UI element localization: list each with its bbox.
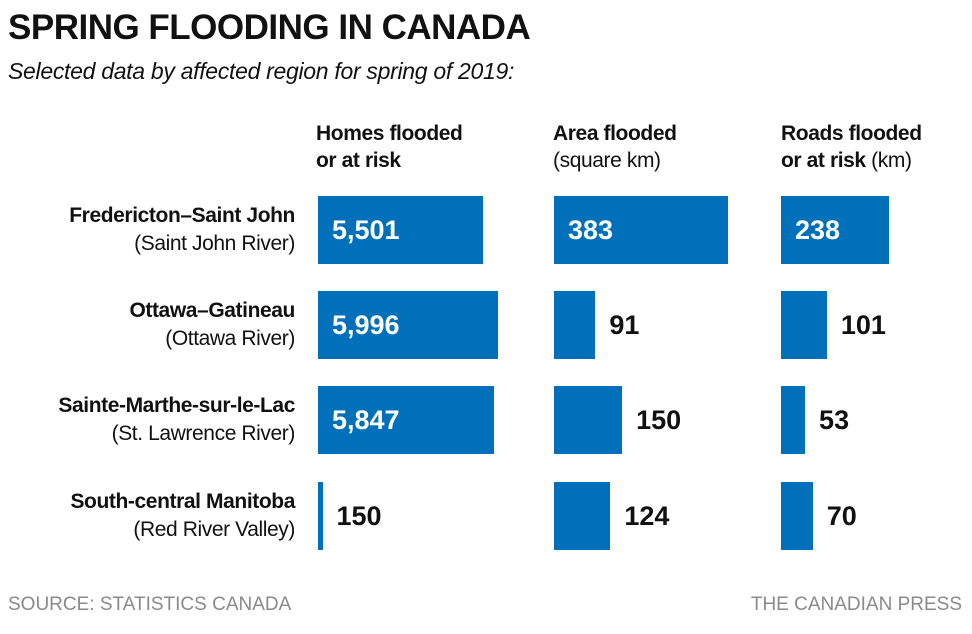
row-label: South-central Manitoba (Red River Valley): [70, 488, 295, 544]
bar: [554, 386, 623, 454]
column-header-homes: Homes flooded or at risk: [316, 120, 463, 174]
chart-subtitle: Selected data by affected region for spr…: [8, 58, 515, 84]
region-river: (Saint John River): [134, 232, 295, 255]
bar: [318, 386, 494, 454]
bar: [781, 482, 813, 550]
header-line: Roads flooded: [781, 122, 922, 145]
column-header-area: Area flooded (square km): [553, 120, 677, 174]
data-label: 5,996: [332, 310, 400, 340]
bar: [781, 196, 889, 264]
bar: [554, 291, 596, 359]
region-name: Sainte-Marthe-sur-le-Lac: [58, 394, 295, 417]
chart-title: SPRING FLOODING IN CANADA: [8, 8, 531, 47]
row-label: Ottawa–Gatineau (Ottawa River): [129, 297, 295, 353]
source-note: SOURCE: STATISTICS CANADA: [8, 594, 292, 615]
row-label: Fredericton–Saint John (Saint John River): [69, 202, 295, 258]
data-label: 383: [568, 215, 614, 245]
header-line: Homes flooded: [316, 122, 463, 145]
data-label: 70: [826, 501, 857, 531]
bar: [554, 196, 728, 264]
column-header-roads: Roads flooded or at risk (km): [781, 120, 922, 174]
data-label: 150: [336, 501, 382, 531]
header-line: or at risk: [316, 149, 401, 172]
credit-note: THE CANADIAN PRESS: [750, 594, 962, 615]
data-label: 124: [624, 501, 670, 531]
region-river: (Red River Valley): [133, 518, 295, 541]
header-unit: (km): [871, 149, 912, 172]
region-river: (St. Lawrence River): [111, 422, 296, 445]
bar: [318, 196, 484, 264]
bar: [781, 386, 806, 454]
bar: [781, 291, 827, 359]
region-name: Ottawa–Gatineau: [129, 299, 295, 322]
data-label: 150: [636, 405, 682, 435]
header-line: or at risk: [781, 149, 866, 172]
data-label: 5,847: [332, 405, 400, 435]
data-label: 53: [819, 405, 850, 435]
header-line: Area flooded: [553, 122, 677, 145]
data-label: 5,501: [332, 215, 400, 245]
bar: [318, 291, 498, 359]
data-label: 91: [609, 310, 640, 340]
header-unit: (square km): [553, 149, 661, 172]
data-label: 238: [795, 215, 841, 245]
region-name: South-central Manitoba: [70, 490, 295, 513]
bar: [554, 482, 611, 550]
region-river: (Ottawa River): [165, 327, 295, 350]
row-label: Sainte-Marthe-sur-le-Lac (St. Lawrence Ri…: [58, 392, 295, 448]
data-label: 101: [840, 310, 886, 340]
bar: [318, 482, 323, 550]
region-name: Fredericton–Saint John: [69, 204, 295, 227]
